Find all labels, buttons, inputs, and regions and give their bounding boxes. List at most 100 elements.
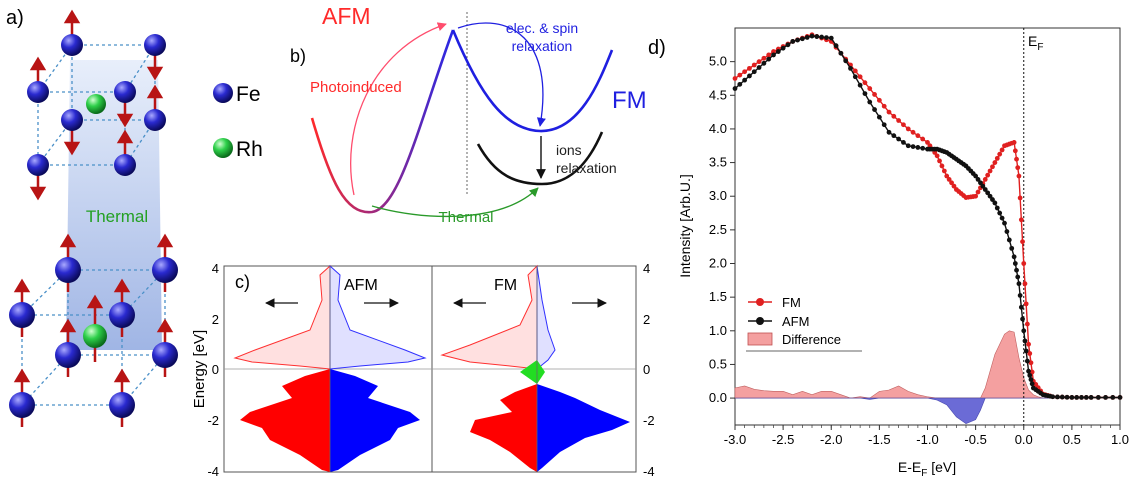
data-point-afm xyxy=(982,187,988,192)
data-point-afm xyxy=(891,133,897,139)
data-point-afm xyxy=(1110,395,1116,400)
data-point-afm xyxy=(843,58,849,64)
difference-negative-area xyxy=(735,397,1053,424)
data-point-fm xyxy=(1027,351,1033,356)
afm-dos-down-empty xyxy=(329,264,427,370)
data-point-fm xyxy=(1022,281,1028,287)
spectrum-xlabel-main: E-E xyxy=(898,459,921,475)
data-point-fm xyxy=(937,158,942,164)
dos-left-tick: 2 xyxy=(212,312,219,327)
data-point-fm xyxy=(985,172,991,178)
thermal-band-label: Thermal xyxy=(86,207,148,226)
data-point-fm xyxy=(1016,173,1022,179)
data-point-fm xyxy=(756,59,762,65)
data-point-afm xyxy=(1074,395,1080,400)
fm-dos-green xyxy=(520,360,545,384)
data-point-afm xyxy=(785,42,791,48)
data-point-afm xyxy=(1011,254,1017,260)
data-point-afm xyxy=(1022,338,1028,344)
rh-legend-label: Rh xyxy=(236,138,263,161)
x-tick-label: 1.0 xyxy=(1111,432,1129,447)
fm-dos-up-empty xyxy=(440,264,538,370)
fm-title: FM xyxy=(612,87,647,114)
y-tick-label: 1.5 xyxy=(709,289,727,304)
data-point-fm xyxy=(992,160,998,165)
photoinduced-arrow xyxy=(350,22,447,196)
data-point-fm xyxy=(939,163,945,169)
data-point-fm xyxy=(1023,301,1029,307)
data-point-afm xyxy=(1028,377,1034,382)
fm-dos-up-filled xyxy=(470,384,537,472)
data-point-fm xyxy=(891,113,897,119)
legend-fm-marker xyxy=(756,298,764,306)
data-point-afm xyxy=(1117,395,1123,400)
y-tick-label: 4.5 xyxy=(709,87,727,102)
y-tick-label: 0.5 xyxy=(709,356,727,371)
data-point-afm xyxy=(1017,293,1023,298)
difference-positive-area xyxy=(734,330,1053,399)
data-point-afm xyxy=(828,35,834,41)
data-point-afm xyxy=(975,176,981,182)
y-tick-label: 0.0 xyxy=(709,390,727,405)
x-tick-label: -0.5 xyxy=(964,432,986,447)
data-point-afm xyxy=(992,200,998,206)
data-point-fm xyxy=(1018,217,1024,223)
data-point-afm xyxy=(1018,304,1024,310)
data-point-afm xyxy=(1050,394,1056,400)
data-point-afm xyxy=(920,145,926,151)
panel-c: c) AFM FM 4 2 0 -2 -4 4 2 0 -2 -4 Energy… xyxy=(191,261,655,479)
data-point-afm xyxy=(819,34,825,40)
data-point-fm xyxy=(997,151,1003,157)
data-point-afm xyxy=(857,82,863,88)
data-point-fm xyxy=(1014,156,1019,162)
data-point-afm xyxy=(1059,394,1065,400)
y-tick-label: 1.0 xyxy=(709,323,727,338)
data-point-afm xyxy=(1027,372,1033,378)
data-point-fm xyxy=(944,173,950,179)
data-point-afm xyxy=(994,205,1000,211)
afm-dos-up-empty xyxy=(233,264,331,370)
data-point-fm xyxy=(747,65,752,71)
y-tick-label: 2.5 xyxy=(709,222,727,237)
legend-fm-label: FM xyxy=(782,295,801,310)
spectrum-ylabel: Intensity [Arb.U.] xyxy=(677,174,693,277)
afm-dos-down-filled xyxy=(330,369,420,472)
data-point-afm xyxy=(876,114,882,120)
spectrum-series xyxy=(732,32,1123,400)
data-point-fm xyxy=(737,72,743,78)
data-point-afm xyxy=(790,39,796,44)
data-point-fm xyxy=(1020,239,1025,245)
data-point-fm xyxy=(1011,139,1017,145)
spectrum-xlabel-sub: F xyxy=(921,468,927,479)
legend-afm-label: AFM xyxy=(782,314,809,329)
data-point-afm xyxy=(848,65,853,71)
data-point-afm xyxy=(987,193,993,199)
data-point-afm xyxy=(867,99,873,105)
data-point-fm xyxy=(852,68,858,74)
data-point-afm xyxy=(1095,395,1101,400)
photoinduced-label: Photoinduced xyxy=(310,79,402,96)
data-point-fm xyxy=(761,55,767,61)
data-point-afm xyxy=(910,144,916,149)
y-tick-label: 2.0 xyxy=(709,256,727,271)
data-point-afm xyxy=(999,215,1005,221)
data-point-afm xyxy=(1064,394,1070,400)
x-tick-label: -2.0 xyxy=(820,432,842,447)
legend-difference-label: Difference xyxy=(782,332,841,347)
data-point-fm xyxy=(1026,341,1031,347)
panel-a-label: a) xyxy=(6,7,24,29)
data-point-afm xyxy=(838,50,844,56)
data-point-afm xyxy=(1103,395,1108,400)
x-axis-ticks: -3.0 -2.5 -2.0 -1.5 -1.0 -0.5 0.0 0.5 1.0 xyxy=(724,425,1129,447)
thermal-label: Thermal xyxy=(438,209,493,226)
data-point-fm xyxy=(1028,360,1034,366)
afm-dos xyxy=(233,264,427,472)
x-tick-label: 0.5 xyxy=(1063,432,1081,447)
fm-potential-curve xyxy=(451,29,614,133)
data-point-afm xyxy=(1002,220,1007,226)
data-point-fm xyxy=(999,147,1005,153)
dos-right-tick: 2 xyxy=(643,312,650,327)
dos-left-axis: 4 2 0 -2 -4 xyxy=(207,261,219,479)
data-point-fm xyxy=(925,139,930,145)
data-point-afm xyxy=(732,86,738,91)
